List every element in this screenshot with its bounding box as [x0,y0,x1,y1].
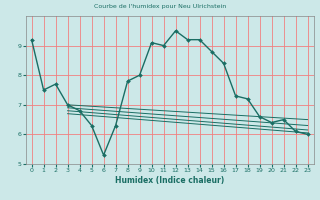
Text: Courbe de l'humidex pour Neu Ulrichstein: Courbe de l'humidex pour Neu Ulrichstein [94,4,226,9]
X-axis label: Humidex (Indice chaleur): Humidex (Indice chaleur) [115,176,224,185]
